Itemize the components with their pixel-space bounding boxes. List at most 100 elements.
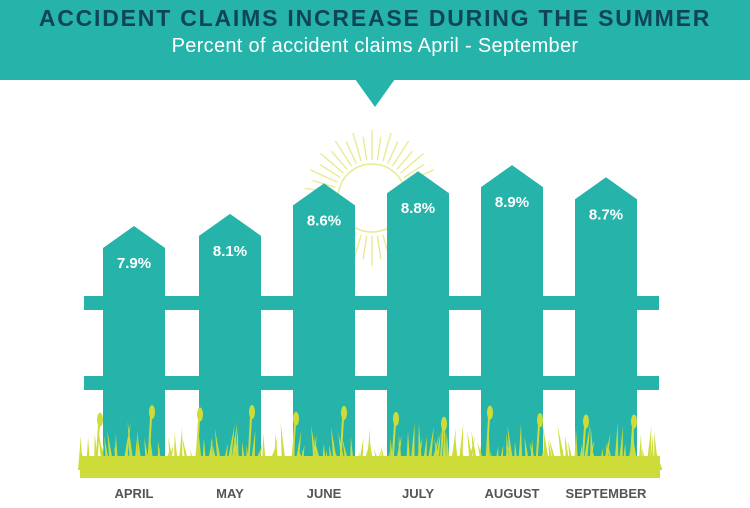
- grass-blade: [614, 422, 619, 470]
- grass-blade: [266, 449, 275, 470]
- grass-seedhead: [583, 414, 589, 429]
- value-label: 8.8%: [401, 200, 435, 217]
- grass-blade: [490, 450, 495, 470]
- bar-september: [575, 177, 637, 470]
- grass-blade: [136, 430, 143, 470]
- grass-blade: [418, 423, 423, 470]
- grass-blade: [113, 446, 123, 470]
- grass-blade: [582, 423, 591, 470]
- grass-blade: [294, 430, 302, 470]
- grass-stem: [291, 423, 296, 471]
- grass-seedhead: [149, 405, 155, 420]
- grass-blade: [646, 425, 652, 470]
- sun-ray: [396, 150, 414, 170]
- grass-blade: [313, 436, 323, 470]
- grass-blade: [166, 444, 174, 470]
- grass-stem: [439, 428, 444, 471]
- grass-blade: [578, 444, 583, 470]
- grass-blade: [642, 448, 647, 470]
- x-tick-label: AUGUST: [485, 486, 540, 501]
- sun-ray: [330, 150, 348, 170]
- grass-stem: [247, 416, 252, 471]
- grass-blade: [80, 448, 87, 470]
- sun-ray: [403, 163, 425, 179]
- grass-blade: [157, 440, 163, 470]
- grass-blade: [529, 441, 539, 470]
- bar-august: [481, 165, 543, 470]
- grass-blade: [602, 433, 611, 470]
- grass-blade: [297, 446, 307, 470]
- grass-seedhead: [293, 411, 299, 426]
- value-label: 8.7%: [589, 206, 623, 223]
- grass-blade: [564, 434, 571, 470]
- grass-blade: [519, 449, 527, 470]
- bar-june: [293, 183, 355, 470]
- fence-rails: [84, 296, 659, 390]
- sun-ray: [362, 235, 368, 260]
- value-label: 7.9%: [117, 255, 151, 272]
- grass-blade: [386, 451, 391, 470]
- grass-blade: [86, 437, 91, 470]
- grass-seedhead: [487, 405, 493, 420]
- grass-blade: [350, 436, 355, 470]
- grass-blade: [506, 432, 511, 470]
- sun-ray: [345, 141, 357, 164]
- grass-blade: [426, 426, 434, 470]
- grass-stem: [339, 417, 344, 471]
- grass-blade: [442, 420, 447, 470]
- grass-blade: [414, 437, 423, 470]
- grass-blade: [471, 430, 479, 470]
- grass-seedhead: [197, 407, 203, 422]
- grass-blade: [338, 432, 347, 470]
- grass-blade: [222, 443, 228, 470]
- grass-blade: [250, 430, 256, 470]
- grass-blade: [446, 431, 451, 470]
- grass-stem: [95, 424, 100, 471]
- grass-blade: [422, 436, 427, 470]
- grass-blade: [283, 451, 291, 470]
- grass-blade: [538, 450, 544, 470]
- grass-blade: [301, 449, 311, 470]
- grass-blade: [494, 446, 499, 470]
- grass-blade: [134, 438, 139, 470]
- grass-blade: [430, 434, 439, 470]
- grass-blade: [330, 426, 339, 470]
- grass-blade: [398, 435, 403, 470]
- fence-rail-upper: [84, 296, 659, 310]
- grass-blade: [174, 432, 179, 470]
- grass-blade: [197, 421, 203, 470]
- grass-blade: [149, 434, 155, 470]
- grass-stem: [581, 426, 586, 471]
- grass-blade: [373, 449, 383, 470]
- sun-ray: [319, 163, 341, 179]
- value-label: 8.6%: [307, 212, 341, 229]
- x-tick-label: MAY: [216, 486, 244, 501]
- sun-ray: [362, 136, 368, 161]
- grass-blade: [406, 430, 411, 470]
- grass-blade: [591, 449, 599, 470]
- grass-blade: [542, 423, 551, 470]
- grass-blade: [258, 451, 263, 470]
- grass-blade: [78, 436, 83, 470]
- grass-blade: [354, 451, 360, 470]
- grass-blade: [342, 439, 351, 470]
- grass-blade: [605, 443, 611, 470]
- grass-stem: [195, 419, 200, 471]
- value-labels: 7.9% 8.1% 8.6% 8.8% 8.9% 8.7%: [117, 194, 623, 272]
- sun-ray: [376, 235, 382, 260]
- grass-blade: [524, 436, 531, 470]
- grass-blade: [270, 437, 278, 470]
- grass-blade: [325, 449, 331, 470]
- grass-blade: [549, 439, 559, 470]
- grass-blade: [394, 434, 402, 470]
- grass-blade: [180, 447, 187, 470]
- sun-ray: [387, 141, 399, 164]
- grass-seedhead: [631, 414, 637, 429]
- grass-blade: [212, 443, 219, 470]
- grass-blade: [381, 446, 387, 470]
- grass-seedhead: [249, 405, 255, 420]
- grass-blade: [127, 421, 135, 470]
- grass-blade: [233, 434, 243, 470]
- grass-blade: [358, 437, 364, 470]
- grass-blade: [467, 430, 475, 470]
